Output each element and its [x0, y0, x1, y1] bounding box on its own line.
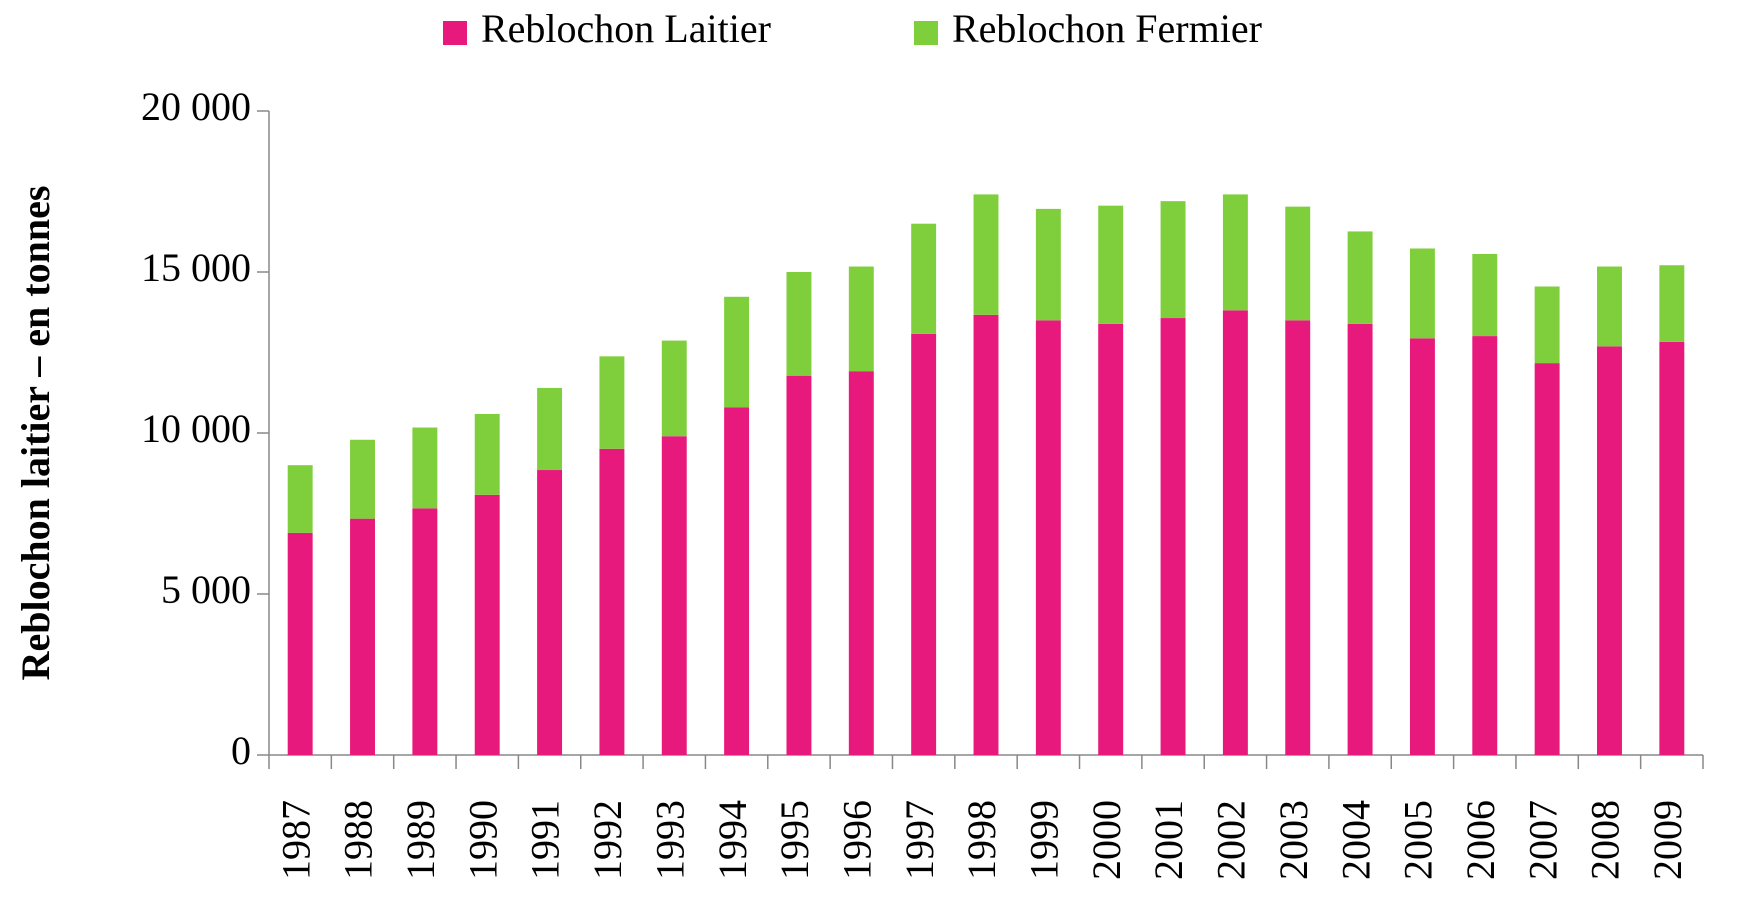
y-tick-label: 10 000 — [141, 406, 251, 451]
bar-segment — [1285, 320, 1311, 755]
bar-segment — [911, 333, 937, 755]
legend-label: Reblochon Fermier — [952, 6, 1262, 51]
x-tick-label: 2005 — [1396, 800, 1441, 880]
bar-segment — [1409, 338, 1435, 755]
bar-segment — [1347, 323, 1373, 755]
bar-segment — [474, 494, 500, 755]
x-tick-label: 1989 — [398, 800, 443, 880]
bar-segment — [1285, 206, 1311, 321]
y-tick-label: 0 — [231, 728, 251, 773]
bar-segment — [1160, 318, 1186, 755]
x-tick-label: 1997 — [897, 800, 942, 880]
x-tick-label: 2009 — [1645, 800, 1690, 880]
x-tick-label: 1998 — [959, 800, 1004, 880]
y-tick-label: 20 000 — [141, 84, 251, 129]
x-tick-label: 1987 — [273, 800, 318, 880]
bar-segment — [1534, 286, 1560, 364]
x-tick-label: 1990 — [460, 800, 505, 880]
bar-segment — [1222, 194, 1248, 311]
x-tick-label: 1991 — [523, 800, 568, 880]
legend-swatch — [443, 21, 467, 45]
bar-segment — [350, 518, 375, 755]
bar-segment — [599, 448, 625, 755]
bar-segment — [1347, 231, 1373, 324]
bar-segment — [1098, 205, 1124, 324]
bar-segment — [661, 340, 687, 437]
bar-segment — [474, 414, 500, 495]
y-tick-label: 5 000 — [161, 567, 251, 612]
x-tick-label: 2008 — [1583, 800, 1628, 880]
bar-segment — [1222, 310, 1248, 755]
bar-segment — [412, 508, 438, 755]
x-tick-label: 1994 — [710, 800, 755, 880]
x-tick-label: 1999 — [1022, 800, 1067, 880]
x-tick-label: 1996 — [834, 800, 879, 880]
x-tick-label: 1993 — [647, 800, 692, 880]
bar-segment — [1659, 265, 1685, 342]
x-tick-label: 2007 — [1520, 800, 1565, 880]
x-tick-label: 1995 — [772, 800, 817, 880]
x-tick-label: 1988 — [336, 800, 381, 880]
y-tick-label: 15 000 — [141, 245, 251, 290]
bar-segment — [661, 436, 687, 755]
bar-segment — [1472, 253, 1498, 337]
bar-segment — [1098, 323, 1124, 755]
bar-segment — [786, 272, 812, 376]
bar-segment — [724, 407, 750, 755]
bar-segment — [1160, 201, 1186, 319]
bar-segment — [1472, 336, 1498, 755]
legend-swatch — [914, 21, 938, 45]
bar-segment — [599, 356, 625, 449]
x-tick-label: 2004 — [1333, 800, 1378, 880]
bar-segment — [1035, 208, 1061, 321]
bar-segment — [1035, 320, 1061, 755]
bar-segment — [973, 314, 999, 755]
bar-segment — [537, 470, 563, 755]
bar-segment — [1659, 341, 1685, 755]
bar-segment — [786, 375, 812, 755]
x-tick-label: 2003 — [1271, 800, 1316, 880]
bar-segment — [412, 427, 438, 509]
x-tick-label: 2001 — [1146, 800, 1191, 880]
x-tick-label: 1992 — [585, 800, 630, 880]
bar-segment — [1409, 248, 1435, 339]
bar-segment — [848, 371, 874, 755]
bar-segment — [911, 223, 937, 334]
bar-segment — [350, 439, 375, 519]
bar-segment — [287, 532, 313, 755]
bar-segment — [973, 194, 999, 315]
y-axis-label: Reblochon laitier – en tonnes — [13, 186, 58, 681]
bar-segment — [724, 296, 750, 408]
bar-segment — [1534, 363, 1560, 755]
bar-segment — [1597, 346, 1622, 755]
x-tick-label: 2002 — [1209, 800, 1254, 880]
bar-segment — [287, 465, 313, 533]
x-tick-label: 2000 — [1084, 800, 1129, 880]
legend-label: Reblochon Laitier — [481, 6, 771, 51]
bar-segment — [848, 266, 874, 372]
bar-segment — [1597, 266, 1622, 347]
bar-segment — [537, 387, 563, 471]
x-tick-label: 2006 — [1458, 800, 1503, 880]
